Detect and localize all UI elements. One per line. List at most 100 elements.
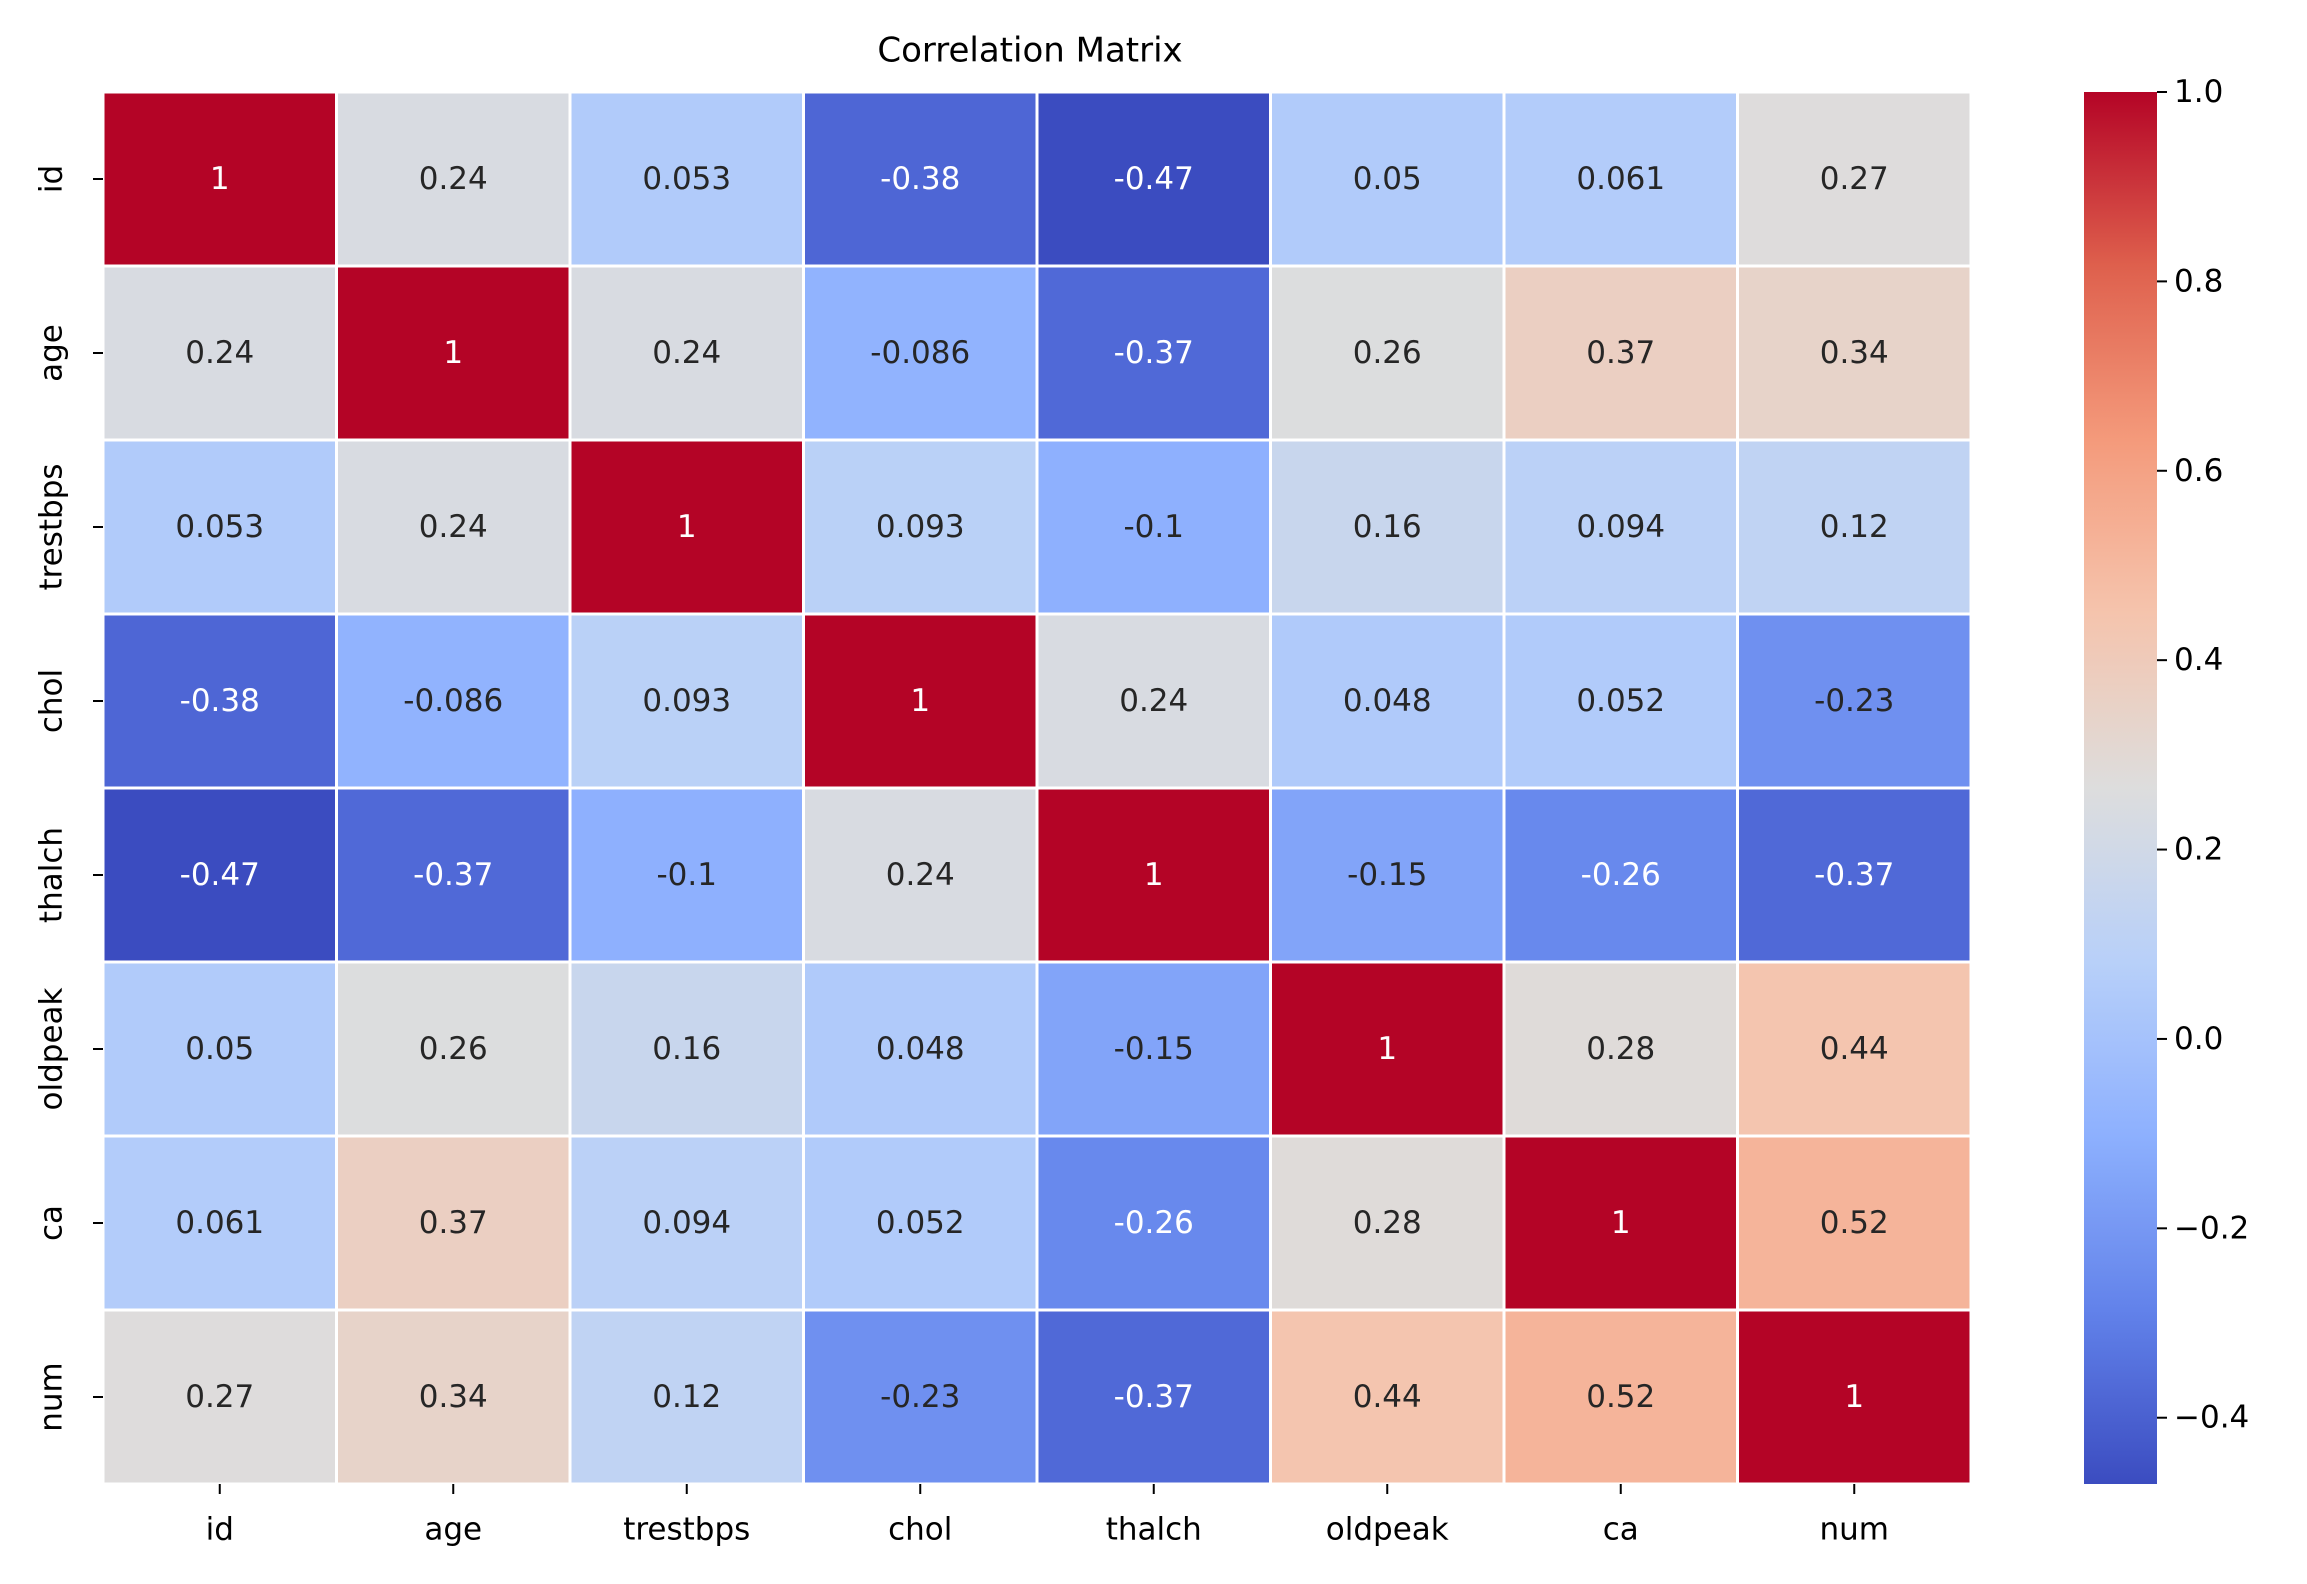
heatmap-cell-label: -0.37 [413, 857, 493, 893]
heatmap-cell-label: -0.47 [180, 857, 260, 893]
heatmap-cells [101, 90, 1973, 1486]
heatmap-cell [1736, 786, 1973, 964]
heatmap-cell-label: -0.1 [1124, 509, 1185, 545]
x-tick-label: num [1820, 1512, 1890, 1548]
heatmap-cell [101, 90, 338, 268]
heatmap-cell [1736, 438, 1973, 616]
heatmap-cell-label: -0.37 [1114, 335, 1194, 371]
x-tick-label: trestbps [623, 1512, 750, 1548]
heatmap-cell-label: 0.048 [876, 1031, 965, 1067]
heatmap-cell-label: -0.38 [880, 161, 960, 197]
heatmap-cell [101, 612, 338, 790]
heatmap-cell-label: 0.053 [175, 509, 264, 545]
heatmap-cell [1502, 786, 1739, 964]
y-axis: id age trestbps chol thalch oldpeak ca num [34, 165, 103, 1432]
heatmap-cell [1269, 786, 1506, 964]
heatmap-cell-label: 0.061 [1576, 161, 1665, 197]
heatmap-cell [1736, 960, 1973, 1138]
heatmap-cell [568, 612, 805, 790]
heatmap-cell-label: -0.1 [657, 857, 718, 893]
heatmap-cell-label: -0.26 [1114, 1205, 1194, 1241]
heatmap-cell-label: 0.16 [652, 1031, 721, 1067]
heatmap-cell [1502, 612, 1739, 790]
heatmap-cell [1736, 1134, 1973, 1312]
heatmap-cell [1035, 1308, 1272, 1486]
heatmap-cell-label: 0.094 [1576, 509, 1665, 545]
heatmap-cell [1736, 90, 1973, 268]
heatmap-cell-label: 0.26 [1353, 335, 1422, 371]
heatmap-cell [568, 438, 805, 616]
heatmap-cell-label: 0.24 [419, 161, 488, 197]
heatmap-cell-label: 0.28 [1353, 1205, 1422, 1241]
x-tick-label: age [424, 1512, 482, 1548]
heatmap-cell-label: 0.44 [1353, 1379, 1422, 1415]
colorbar-tick-label: 0.0 [2174, 1021, 2223, 1057]
heatmap-cell [1035, 612, 1272, 790]
heatmap-cell-label: -0.37 [1814, 857, 1894, 893]
heatmap-cell-label: 0.37 [1586, 335, 1655, 371]
heatmap-cell-label: 0.52 [1586, 1379, 1655, 1415]
heatmap-cell-label: 1 [1144, 857, 1164, 893]
colorbar-gradient [2084, 92, 2157, 1484]
y-tick-label: age [34, 324, 70, 382]
heatmap-cell-label: 1 [910, 683, 930, 719]
x-tick-label: id [206, 1512, 234, 1548]
colorbar-tick-label: −0.2 [2174, 1210, 2249, 1246]
heatmap-cell-label: 0.52 [1820, 1205, 1889, 1241]
heatmap-cell [1502, 1134, 1739, 1312]
heatmap-cell [1269, 1134, 1506, 1312]
heatmap-cell-label: 0.05 [1353, 161, 1422, 197]
heatmap-cell-label: 0.24 [419, 509, 488, 545]
heatmap-cell [568, 960, 805, 1138]
heatmap-cell-label: 0.05 [185, 1031, 254, 1067]
heatmap-cell [1502, 960, 1739, 1138]
heatmap-cell [802, 264, 1039, 442]
heatmap-cell-label: 0.28 [1586, 1031, 1655, 1067]
colorbar-tick-label: −0.4 [2174, 1400, 2249, 1436]
heatmap-cell-label: 0.052 [876, 1205, 965, 1241]
chart-title: Correlation Matrix [877, 31, 1182, 71]
heatmap-cell-label: -0.086 [870, 335, 970, 371]
heatmap-cell-label: 1 [1611, 1205, 1631, 1241]
x-tick-label: chol [888, 1512, 952, 1548]
heatmap-cell-label: -0.23 [1814, 683, 1894, 719]
heatmap-cell-label: 1 [210, 161, 230, 197]
heatmap-cell-label: -0.38 [180, 683, 260, 719]
heatmap-cell-label: 0.24 [1119, 683, 1188, 719]
x-tick-label: thalch [1106, 1512, 1202, 1548]
heatmap-cell-label: 0.26 [419, 1031, 488, 1067]
y-tick-label: thalch [34, 827, 70, 923]
heatmap-cell [1736, 1308, 1973, 1486]
heatmap-cell-label: -0.086 [403, 683, 503, 719]
heatmap-cell [568, 90, 805, 268]
heatmap-cell [335, 438, 572, 616]
heatmap-cell-label: 0.24 [652, 335, 721, 371]
y-tick-label: chol [34, 669, 70, 733]
x-tick-label: oldpeak [1326, 1512, 1449, 1548]
heatmap-cell-label: 0.12 [1820, 509, 1889, 545]
heatmap-cell-label: -0.23 [880, 1379, 960, 1415]
heatmap-cell-label: 0.052 [1576, 683, 1665, 719]
heatmap-cell [1736, 264, 1973, 442]
heatmap-cell-label: 0.24 [185, 335, 254, 371]
heatmap-cell-label: 0.061 [175, 1205, 264, 1241]
heatmap-cell [802, 438, 1039, 616]
heatmap-cell [1269, 438, 1506, 616]
heatmap-cell-label: 0.37 [419, 1205, 488, 1241]
heatmap-cell [335, 1134, 572, 1312]
heatmap-cell [1035, 786, 1272, 964]
heatmap-cell-label: -0.37 [1114, 1379, 1194, 1415]
heatmap-cell-label: 1 [1377, 1031, 1397, 1067]
x-axis: id age trestbps chol thalch oldpeak ca num [206, 1484, 1889, 1548]
colorbar-tick-label: 0.6 [2174, 453, 2223, 489]
heatmap-cell-label: 1 [1844, 1379, 1864, 1415]
heatmap-cell-label: 0.27 [185, 1379, 254, 1415]
x-tick-label: ca [1603, 1512, 1639, 1548]
colorbar-tick-label: 0.4 [2174, 642, 2223, 678]
y-tick-label: num [34, 1362, 70, 1432]
heatmap-cell [1035, 438, 1272, 616]
heatmap-cell [335, 960, 572, 1138]
heatmap-cell [335, 264, 572, 442]
heatmap-cell [1269, 960, 1506, 1138]
